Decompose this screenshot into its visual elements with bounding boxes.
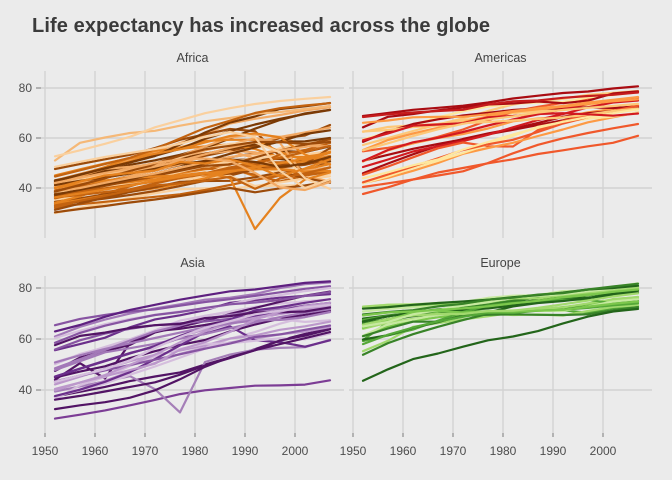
line-americas-venezuela [361,102,640,152]
line-americas-peru [361,108,640,180]
line-asia-sri-lanka [53,306,332,347]
x-tick-label: 1970 [440,444,467,458]
panel-asia: Asia 1950 1960 1970 1980 1990 2000 40 60 80 [19,256,344,458]
x-tick-label: 1970 [132,444,159,458]
y-tick-label: 60 [19,332,33,346]
line-asia-taiwan [53,291,332,344]
line-europe-romania [361,306,640,338]
facet-label-americas: Americas [474,51,526,65]
line-europe-spain [361,284,640,328]
line-africa-rwanda [53,171,332,231]
line-asia-thailand [53,310,332,364]
x-tick-label: 1950 [32,444,59,458]
y-tick-label: 40 [19,181,33,195]
facet-label-asia: Asia [180,256,204,270]
line-asia-indonesia [53,310,332,398]
x-tick-label: 2000 [282,444,309,458]
y-tick-label: 60 [19,131,33,145]
line-americas-uruguay [361,95,640,124]
line-europe-serbia [361,302,640,346]
line-americas-canada [361,85,640,118]
line-africa-togo [53,140,332,193]
x-tick-label: 1960 [82,444,109,458]
x-tick-label: 1980 [490,444,517,458]
facet-label-europe: Europe [480,256,520,270]
line-asia-yemen-rep- [53,330,332,411]
line-americas-trinidad-and-tobago [361,112,640,142]
x-tick-label: 1960 [390,444,417,458]
line-americas-honduras [361,111,640,185]
y-tick-label: 40 [19,383,33,397]
line-africa-zimbabwe [53,130,332,190]
line-africa-reunion [53,95,332,158]
line-asia-japan [53,280,332,333]
line-africa-somalia [53,166,332,207]
line-europe-turkey [361,307,640,382]
line-asia-west-bank-and-gaza [53,303,332,383]
line-americas-haiti [361,134,640,196]
line-asia-kuwait [53,293,332,352]
line-americas-costa-rica [361,89,640,147]
line-asia-iran [53,309,332,379]
panel-europe: Europe 1950 1960 1970 1980 1990 2000 [340,256,652,458]
facet-label-africa: Africa [177,51,209,65]
line-americas-panama [361,98,640,152]
x-tick-label: 1990 [232,444,259,458]
line-africa-morocco [53,108,332,182]
y-tick-label: 80 [19,81,33,95]
line-asia-nepal [53,328,332,401]
x-tick-label: 1950 [340,444,367,458]
line-africa-nigeria [53,168,332,199]
line-americas-united-states [361,91,640,119]
line-americas-guatemala [361,111,640,185]
line-africa-zambia [53,157,332,192]
line-africa-sudan [53,140,332,193]
x-tick-label: 2000 [590,444,617,458]
line-europe-united-kingdom [361,288,640,317]
line-africa-uganda [53,158,332,190]
line-asia-afghanistan [53,379,332,420]
line-asia-oman [53,298,332,398]
line-asia-hong-kong-china [53,281,332,338]
line-africa-mauritius [53,104,332,162]
panel-africa: Africa 40 60 80 [19,51,344,238]
y-tick-label: 80 [19,281,33,295]
line-asia-israel [53,285,332,327]
x-tick-label: 1990 [540,444,567,458]
line-europe-switzerland [361,282,640,316]
line-africa-tunisia [53,102,332,178]
panel-americas: Americas [349,51,652,238]
plot-title: Life expectancy has increased across the… [32,15,491,37]
x-tick-label: 1980 [182,444,209,458]
